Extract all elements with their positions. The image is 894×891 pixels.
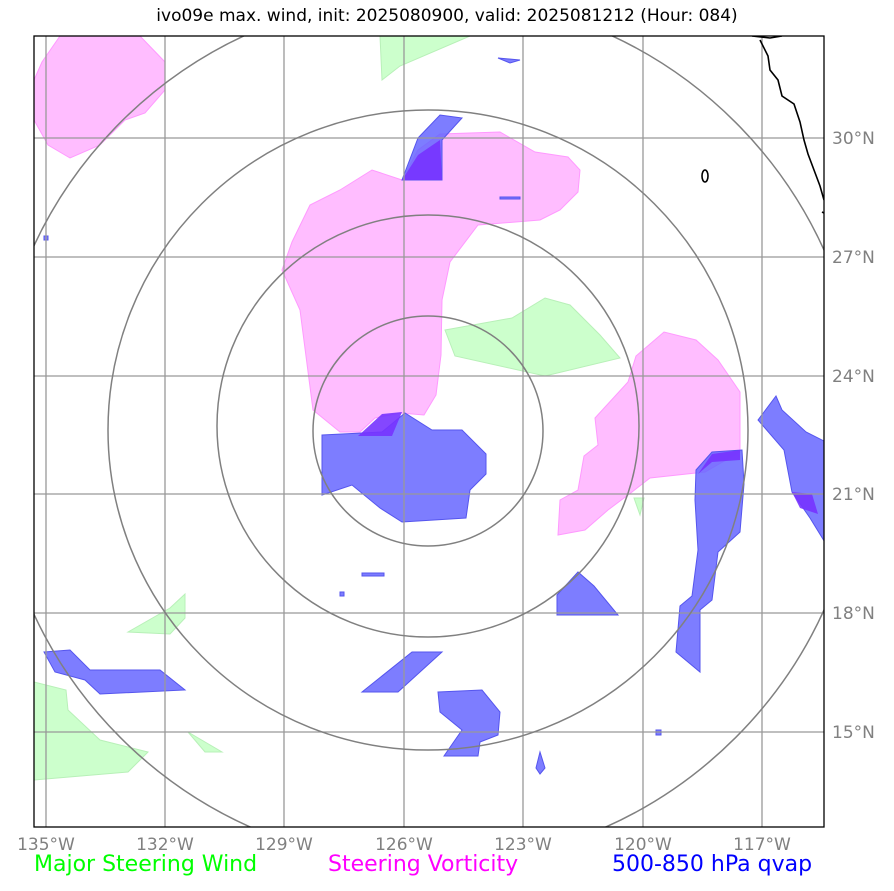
vorticity-area: [34, 36, 166, 159]
map-frame: [33, 35, 825, 828]
major-steering-wind-layer: [34, 36, 645, 781]
overlap-area: [792, 492, 818, 514]
range-ring: [107, 109, 749, 751]
qvap-area: [535, 750, 546, 775]
longitude-labels: 135°W 132°W 129°W 126°W 123°W 120°W 117°…: [17, 835, 791, 855]
qvap-area: [675, 449, 745, 674]
lat-label: 24°N: [832, 367, 875, 387]
lon-label: 135°W: [17, 835, 75, 855]
wind-area: [34, 681, 149, 781]
vorticity-area: [557, 331, 741, 536]
vorticity-area: [281, 131, 581, 433]
overlap-area: [698, 450, 740, 474]
wind-area: [126, 592, 186, 635]
range-rings: [34, 36, 824, 827]
wind-area: [633, 497, 645, 517]
overlap-layer: [358, 140, 818, 514]
overlap-area: [402, 140, 442, 180]
qvap-area: [339, 591, 345, 597]
lat-label: 30°N: [832, 129, 875, 149]
lon-label: 129°W: [255, 835, 313, 855]
range-ring: [312, 315, 544, 547]
qvap-area: [43, 649, 187, 695]
latitude-labels: 30°N 27°N 24°N 21°N 18°N 15°N: [832, 129, 875, 743]
steering-vorticity-layer: [34, 36, 741, 536]
lat-label: 15°N: [832, 723, 875, 743]
qvap-area: [361, 572, 385, 577]
map-title: ivo09e max. wind, init: 2025080900, vali…: [156, 6, 738, 26]
coastline: [701, 36, 824, 214]
legend-qvap: 500-850 hPa qvap: [612, 852, 813, 877]
wind-area: [187, 731, 224, 753]
lat-label: 21°N: [832, 485, 875, 505]
qvap-area: [757, 395, 824, 542]
wind-area: [444, 297, 621, 377]
overlap-area: [358, 412, 402, 436]
lat-label: 18°N: [832, 604, 875, 624]
lon-label: 117°W: [733, 835, 791, 855]
qvap-area: [360, 651, 444, 693]
range-ring: [216, 214, 640, 638]
legend-steering-vorticity: Steering Vorticity: [328, 852, 519, 877]
qvap-area: [499, 196, 521, 200]
legend-major-steering-wind: Major Steering Wind: [34, 852, 258, 877]
qvap-area: [497, 57, 521, 64]
lon-label: 126°W: [375, 835, 433, 855]
lon-label: 132°W: [136, 835, 194, 855]
qvap-area: [437, 689, 501, 757]
lat-label: 27°N: [832, 248, 875, 268]
wind-area: [379, 36, 471, 81]
lon-label: 123°W: [494, 835, 552, 855]
qvap-area: [556, 571, 620, 616]
lon-label: 120°W: [614, 835, 672, 855]
